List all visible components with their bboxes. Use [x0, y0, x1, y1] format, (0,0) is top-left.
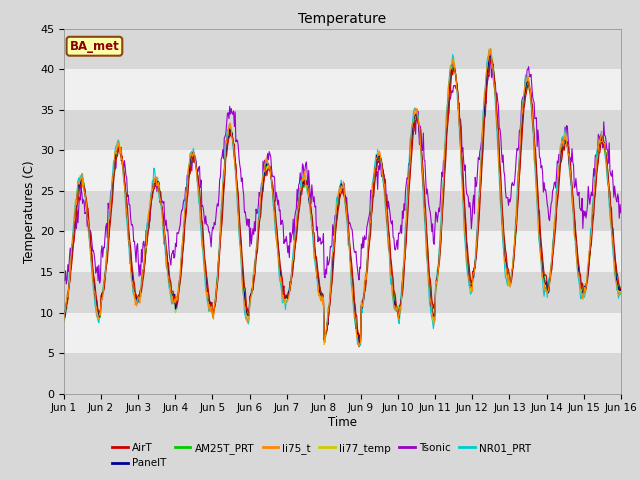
PanelT — [214, 278, 221, 284]
Tsonic — [486, 48, 494, 54]
AM25T_PRT — [428, 298, 435, 303]
AM25T_PRT — [617, 286, 625, 291]
NR01_PRT — [70, 215, 78, 220]
li77_temp — [60, 318, 68, 324]
PanelT — [411, 113, 419, 119]
PanelT — [184, 173, 192, 179]
AirT — [356, 338, 364, 344]
li75_t — [214, 279, 221, 285]
Line: li75_t: li75_t — [64, 48, 621, 347]
Tsonic — [128, 221, 136, 227]
Line: NR01_PRT: NR01_PRT — [64, 49, 621, 345]
Bar — [64, 69, 621, 110]
Bar — [64, 272, 621, 312]
AM25T_PRT — [127, 257, 135, 263]
Bar — [64, 29, 621, 69]
AirT — [488, 56, 495, 61]
li77_temp — [321, 342, 328, 348]
NR01_PRT — [214, 272, 221, 278]
AM25T_PRT — [487, 55, 495, 60]
li77_temp — [214, 276, 221, 282]
AM25T_PRT — [214, 276, 221, 281]
Line: AirT: AirT — [64, 59, 621, 341]
Bar — [64, 150, 621, 191]
X-axis label: Time: Time — [328, 416, 357, 429]
Line: li77_temp: li77_temp — [64, 52, 621, 345]
Line: AM25T_PRT: AM25T_PRT — [64, 58, 621, 339]
Legend: AirT, PanelT, AM25T_PRT, li75_t, li77_temp, Tsonic, NR01_PRT: AirT, PanelT, AM25T_PRT, li75_t, li77_te… — [108, 439, 535, 472]
Bar — [64, 312, 621, 353]
PanelT — [428, 304, 435, 310]
AirT — [127, 255, 135, 261]
Tsonic — [63, 281, 70, 287]
Tsonic — [71, 222, 79, 228]
li77_temp — [617, 289, 625, 295]
Line: Tsonic: Tsonic — [64, 51, 621, 284]
NR01_PRT — [428, 312, 435, 317]
AirT — [411, 119, 419, 125]
li77_temp — [70, 225, 78, 230]
NR01_PRT — [411, 105, 419, 111]
PanelT — [127, 266, 135, 272]
li75_t — [487, 46, 495, 51]
PanelT — [355, 344, 363, 349]
li77_temp — [487, 49, 495, 55]
PanelT — [486, 51, 494, 57]
AirT — [60, 309, 68, 314]
Line: PanelT: PanelT — [64, 54, 621, 347]
li75_t — [127, 275, 135, 281]
Bar — [64, 110, 621, 150]
AM25T_PRT — [70, 225, 78, 230]
Text: BA_met: BA_met — [70, 40, 119, 53]
li75_t — [355, 344, 363, 349]
AirT — [214, 282, 221, 288]
li75_t — [617, 290, 625, 296]
Bar — [64, 353, 621, 394]
li77_temp — [184, 178, 192, 183]
Bar — [64, 231, 621, 272]
li75_t — [70, 220, 78, 226]
PanelT — [70, 229, 78, 235]
Tsonic — [428, 217, 435, 223]
li77_temp — [411, 110, 419, 116]
li75_t — [428, 300, 435, 306]
AirT — [184, 192, 192, 197]
li75_t — [411, 108, 419, 114]
Tsonic — [185, 168, 193, 174]
li75_t — [60, 317, 68, 323]
AM25T_PRT — [411, 117, 419, 123]
Title: Temperature: Temperature — [298, 12, 387, 26]
Tsonic — [411, 118, 419, 124]
li77_temp — [428, 302, 435, 308]
NR01_PRT — [60, 317, 68, 323]
AirT — [70, 239, 78, 244]
AM25T_PRT — [184, 185, 192, 191]
Bar — [64, 191, 621, 231]
AM25T_PRT — [60, 310, 68, 315]
Tsonic — [617, 210, 625, 216]
PanelT — [617, 287, 625, 292]
AirT — [617, 286, 625, 291]
NR01_PRT — [487, 46, 495, 52]
Y-axis label: Temperatures (C): Temperatures (C) — [23, 160, 36, 263]
AirT — [428, 285, 435, 290]
NR01_PRT — [617, 291, 625, 297]
AM25T_PRT — [356, 336, 364, 342]
PanelT — [60, 312, 68, 317]
NR01_PRT — [184, 169, 192, 175]
Tsonic — [214, 203, 222, 209]
NR01_PRT — [127, 275, 135, 280]
li77_temp — [127, 267, 135, 273]
Tsonic — [60, 277, 68, 283]
NR01_PRT — [356, 342, 364, 348]
li75_t — [184, 173, 192, 179]
